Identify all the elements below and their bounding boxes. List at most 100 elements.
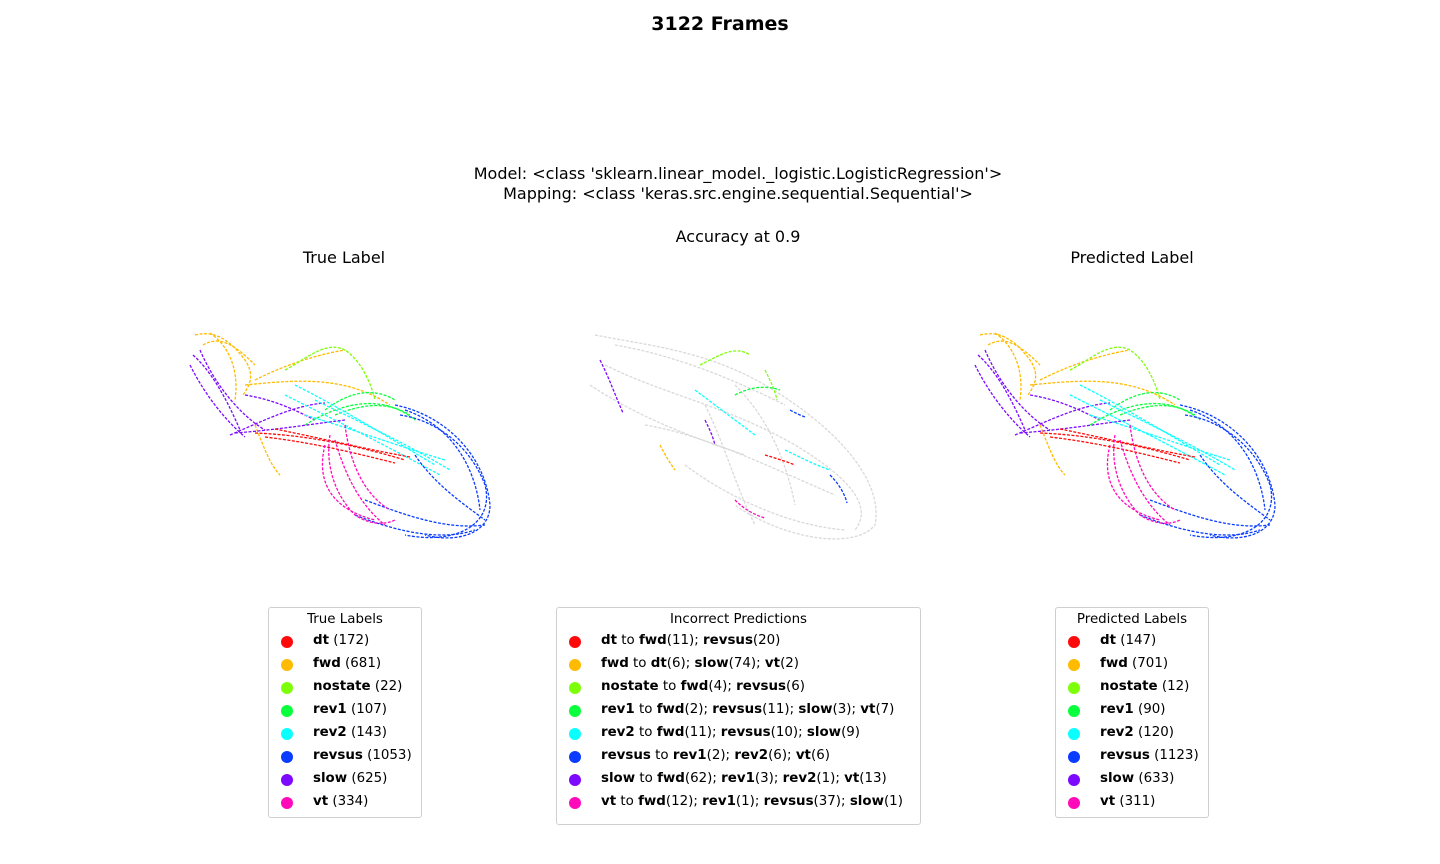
trajectory-segment-fwd: [1029, 380, 1176, 406]
legend-marker-dt: [281, 636, 293, 648]
trajectory-segment-fwd: [202, 340, 256, 366]
legend-label: rev2: [1100, 725, 1134, 740]
legend-text: revsus (1123): [1100, 748, 1199, 763]
legend-marker-rev1: [281, 705, 293, 717]
legend-text: dt (147): [1100, 633, 1156, 648]
legend-label: nostate: [313, 679, 371, 694]
trajectory-segment-revsus: [1199, 454, 1271, 521]
legend-marker-rev1: [1068, 705, 1080, 717]
trajectory-segment-dt: [274, 428, 411, 458]
legend-label: slow: [1100, 771, 1135, 786]
trajectory-segment-fwd: [987, 340, 1041, 366]
legend-label: fwd: [313, 656, 341, 671]
legend-label: revsus: [313, 748, 363, 763]
legend-title: True Labels: [307, 612, 383, 627]
trajectory-segment-correct-background: [614, 344, 786, 406]
legend-title: Incorrect Predictions: [669, 612, 808, 627]
trajectory-segment-slow: [244, 394, 316, 421]
trajectory-segment-fwd: [994, 332, 1022, 401]
legend-count: (633): [1134, 771, 1175, 786]
legend-count: (172): [329, 633, 370, 648]
trajectory-segment-nostate: [1069, 346, 1161, 401]
legend-label: vt: [1100, 794, 1116, 809]
trajectory-segment-rev2: [1089, 414, 1231, 461]
legend-count: (625): [347, 771, 388, 786]
legend-marker-nostate: [1068, 682, 1080, 694]
incorrect-predictions-trajectory-plot: [589, 334, 877, 540]
trajectory-segment-rev1: [1119, 404, 1196, 416]
trajectory-segment-nostate: [699, 350, 751, 366]
trajectory-segment-slow: [229, 402, 326, 436]
legend-marker-slow: [281, 774, 293, 786]
trajectory-segment-correct-background: [734, 384, 796, 506]
true-labels-legend: True Labels dt (172) fwd (681) nostate (22…: [268, 607, 422, 818]
trajectory-segment-revsus: [829, 474, 848, 504]
trajectory-segment-revsus: [1179, 404, 1276, 539]
legend-marker-nostate: [569, 682, 581, 694]
trajectory-segment-slow: [977, 354, 1026, 431]
legend-label: dt: [1100, 633, 1116, 648]
legend-marker-rev2: [1068, 728, 1080, 740]
true-label-trajectory-plot: [189, 332, 491, 539]
trajectory-segment-rev2: [1069, 394, 1226, 476]
predicted-label-title: Predicted Label: [1070, 248, 1194, 267]
trajectory-segment-vt: [344, 424, 391, 511]
trajectory-segment-slow: [1019, 419, 1131, 434]
figure-title: 3122 Frames: [651, 13, 789, 35]
legend-count: (147): [1116, 633, 1157, 648]
legend-marker-revsus: [1068, 751, 1080, 763]
legend-text: rev2 to fwd(11); revsus(10); slow(9): [601, 725, 861, 740]
legend-text: nostate (22): [313, 679, 402, 694]
legend-marker-fwd: [281, 659, 293, 671]
legend-marker-slow: [1068, 774, 1080, 786]
trajectory-segment-vt: [1119, 439, 1171, 526]
trajectory-segment-rev2: [314, 399, 451, 471]
trajectory-segment-dt: [1049, 436, 1181, 464]
legend-count: (120): [1133, 725, 1174, 740]
legend-marker-vt: [1068, 797, 1080, 809]
trajectory-segment-revsus: [1149, 499, 1271, 527]
trajectory-segment-rev1: [324, 392, 396, 411]
legend-text: fwd to dt(6); slow(74); vt(2): [601, 656, 800, 671]
true-label-title: True Label: [302, 248, 386, 267]
legend-label: nostate: [1100, 679, 1158, 694]
legend-marker-nostate: [281, 682, 293, 694]
legend-marker-rev1: [569, 705, 581, 717]
trajectory-segment-revsus: [1139, 514, 1261, 536]
mapping-line: Mapping: <class 'keras.src.engine.sequen…: [503, 184, 973, 203]
trajectory-segment-revsus: [354, 514, 476, 536]
trajectory-segment-rev1: [304, 403, 416, 426]
legend-text: dt to fwd(11); revsus(20): [601, 633, 781, 648]
legend-marker-revsus: [569, 751, 581, 763]
legend-text: revsus to rev1(2); rev2(6); vt(6): [601, 748, 830, 763]
legend-text: vt (334): [313, 794, 368, 809]
trajectory-segment-rev2: [304, 414, 446, 461]
trajectory-segment-fwd: [659, 444, 676, 471]
trajectory-segment-revsus: [404, 409, 481, 511]
legend-count: (12): [1157, 679, 1190, 694]
trajectory-segment-slow: [189, 364, 246, 438]
trajectory-segment-revsus: [414, 454, 486, 521]
legend-count: (107): [346, 702, 387, 717]
legend-count: (311): [1115, 794, 1156, 809]
legend-label: vt: [313, 794, 329, 809]
trajectory-segment-rev2: [294, 384, 436, 466]
legend-marker-dt: [1068, 636, 1080, 648]
legend-text: rev2 (143): [313, 725, 387, 740]
legend-label: rev1: [313, 702, 347, 717]
legend-count: (701): [1127, 656, 1169, 671]
legend-text: vt (311): [1100, 794, 1155, 809]
legend-text: rev1 (90): [1100, 702, 1165, 717]
trajectory-segment-fwd: [254, 349, 346, 381]
trajectory-segment-slow: [1014, 402, 1111, 436]
incorrect-predictions-legend: Incorrect Predictions dt to fwd(11); rev…: [556, 607, 921, 825]
legend-count: (22): [370, 679, 403, 694]
trajectory-segment-rev2: [284, 394, 441, 476]
trajectory-segment-correct-background: [644, 424, 836, 496]
trajectory-segment-slow: [984, 349, 1051, 431]
legend-text: rev2 (120): [1100, 725, 1174, 740]
legend-text: slow to fwd(62); rev1(3); rev2(1); vt(13…: [601, 771, 887, 786]
legend-marker-dt: [569, 636, 581, 648]
trajectory-segment-fwd: [254, 424, 281, 476]
legend-text: fwd (701): [1100, 656, 1168, 671]
